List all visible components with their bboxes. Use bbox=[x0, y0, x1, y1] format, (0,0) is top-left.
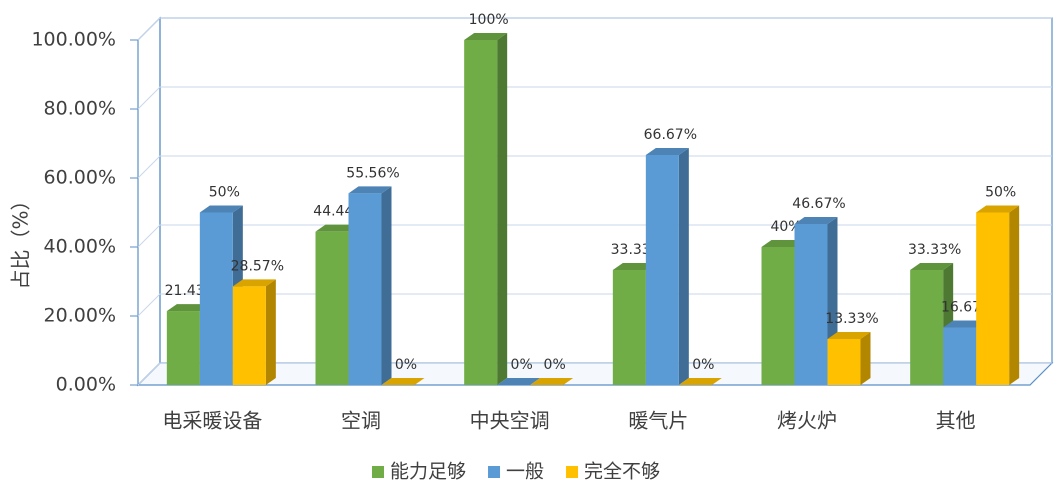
bar-front bbox=[794, 223, 828, 385]
bar-top bbox=[166, 304, 210, 312]
side-wall bbox=[137, 16, 161, 387]
bar-front bbox=[464, 40, 498, 385]
bar-top bbox=[199, 205, 243, 213]
bar-front bbox=[943, 327, 977, 385]
bar-side bbox=[265, 279, 276, 385]
grid-line bbox=[137, 362, 1052, 386]
value-label: 40% bbox=[770, 219, 801, 235]
bar-top bbox=[645, 147, 689, 155]
bar bbox=[530, 378, 574, 385]
bar-top bbox=[678, 378, 722, 385]
bar bbox=[232, 279, 276, 385]
value-label: 50% bbox=[209, 185, 240, 201]
value-label: 66.67% bbox=[644, 127, 697, 143]
bar bbox=[678, 378, 722, 385]
bar-top bbox=[497, 378, 541, 385]
bar-top bbox=[827, 332, 871, 340]
bar-top bbox=[464, 33, 508, 40]
x-tick-label: 空调 bbox=[341, 409, 381, 433]
legend-label: 能力足够 bbox=[390, 461, 466, 483]
value-label: 0% bbox=[692, 357, 714, 373]
y-tick-label: 40.00% bbox=[44, 236, 116, 258]
value-label: 100% bbox=[469, 12, 509, 28]
y-tick-label: 20.00% bbox=[44, 305, 116, 327]
grid-line bbox=[137, 293, 1052, 317]
bar bbox=[348, 186, 392, 385]
value-label: 0% bbox=[544, 357, 566, 373]
value-label: 50% bbox=[985, 185, 1016, 201]
bar-front bbox=[166, 311, 200, 385]
bar-side bbox=[860, 332, 871, 385]
bar-front bbox=[645, 154, 679, 385]
bar-side bbox=[678, 147, 689, 385]
bar-top bbox=[910, 263, 954, 271]
legend-label: 完全不够 bbox=[584, 461, 660, 483]
bar-front bbox=[199, 212, 233, 385]
bar bbox=[381, 378, 425, 385]
bar-side bbox=[1009, 205, 1020, 385]
grid-line bbox=[137, 224, 1052, 248]
x-tick-label: 暖气片 bbox=[628, 409, 688, 433]
y-axis-label: 占比（%） bbox=[9, 190, 33, 289]
bar-top bbox=[348, 186, 392, 194]
y-tick-label: 0.00% bbox=[56, 374, 116, 396]
bar-top bbox=[943, 320, 987, 328]
bar bbox=[827, 332, 871, 385]
value-label: 33.33% bbox=[908, 242, 961, 258]
bar-top bbox=[976, 205, 1020, 213]
legend-label: 一般 bbox=[506, 461, 544, 483]
bar-front bbox=[348, 193, 382, 385]
legend-swatch bbox=[488, 466, 501, 478]
bar-side bbox=[497, 33, 508, 385]
legend-swatch bbox=[566, 466, 579, 478]
bar-top bbox=[381, 378, 425, 385]
x-tick-label: 中央空调 bbox=[470, 409, 550, 433]
bar-front bbox=[976, 212, 1010, 385]
value-label: 46.67% bbox=[792, 196, 845, 212]
value-label: 55.56% bbox=[346, 165, 399, 181]
bar-front bbox=[910, 270, 944, 385]
bar-top bbox=[530, 378, 574, 385]
bar-top bbox=[612, 263, 656, 271]
y-tick-label: 100.00% bbox=[31, 29, 116, 51]
value-label: 28.57% bbox=[231, 258, 284, 274]
y-tick-label: 80.00% bbox=[44, 98, 116, 120]
bar-front bbox=[315, 231, 349, 385]
value-label: 13.33% bbox=[825, 311, 878, 327]
grid-line bbox=[137, 86, 1052, 110]
legend-swatch bbox=[372, 466, 384, 478]
grid-line bbox=[137, 155, 1052, 179]
bar bbox=[976, 205, 1020, 385]
x-tick-label: 其他 bbox=[936, 409, 976, 433]
bar-side bbox=[381, 186, 392, 385]
grid-line bbox=[137, 17, 1052, 41]
bar-top bbox=[315, 224, 359, 232]
bar-top bbox=[232, 279, 276, 287]
x-tick-label: 烤火炉 bbox=[777, 409, 837, 433]
bar-front bbox=[612, 270, 646, 385]
x-tick-label: 电采暖设备 bbox=[162, 409, 262, 433]
y-tick-label: 60.00% bbox=[44, 167, 116, 189]
bar bbox=[464, 33, 508, 385]
bar-top bbox=[794, 216, 838, 224]
bar bbox=[497, 378, 541, 385]
bar-front bbox=[761, 247, 795, 385]
bar-top bbox=[761, 240, 805, 247]
value-label: 0% bbox=[395, 357, 417, 373]
bar-front bbox=[827, 339, 861, 385]
bar-front bbox=[232, 286, 266, 385]
value-label: 0% bbox=[511, 357, 533, 373]
bar bbox=[645, 147, 689, 385]
